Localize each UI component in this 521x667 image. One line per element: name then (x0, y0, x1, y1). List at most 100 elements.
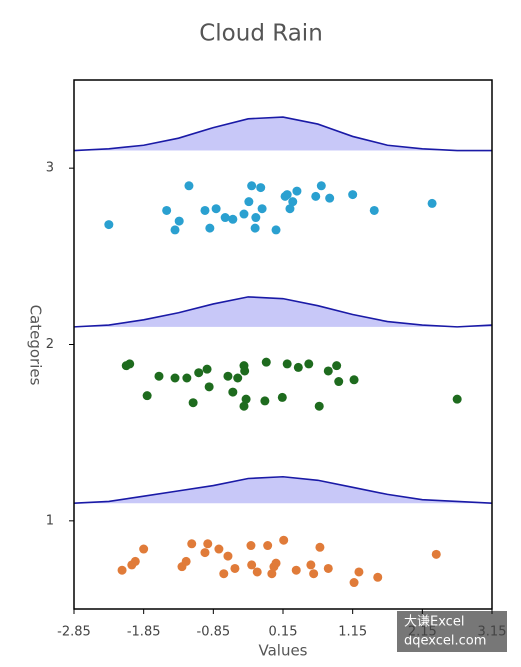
rain-point (247, 181, 257, 191)
x-tick-label: -0.85 (197, 625, 231, 640)
rain-point (285, 204, 295, 214)
rain-point (246, 541, 256, 551)
rain-point (314, 401, 324, 411)
rain-point (252, 567, 262, 577)
rain-point (369, 205, 379, 215)
plot-area (73, 116, 493, 588)
rain-point (332, 361, 342, 371)
rain-point (219, 569, 229, 579)
rain-point (194, 368, 204, 378)
rain-point (452, 394, 462, 404)
rain-point (202, 364, 212, 374)
rain-point (200, 548, 210, 558)
x-tick-label: 3.15 (478, 625, 507, 640)
x-tick-label: 1.15 (338, 625, 367, 640)
y-tick-label: 1 (46, 513, 54, 528)
rain-point (306, 560, 316, 570)
watermark-box (397, 611, 507, 652)
rain-point (354, 567, 364, 577)
rain-point (316, 181, 326, 191)
rain-point (184, 181, 194, 191)
density-line (73, 475, 493, 504)
y-tick-label: 3 (46, 161, 54, 176)
rain-point (205, 223, 215, 233)
rain-point (431, 549, 441, 559)
rain-point (154, 371, 164, 381)
rain-point (211, 204, 221, 214)
rain-point (267, 569, 277, 579)
rain-point (230, 563, 240, 573)
rain-point (304, 359, 314, 369)
rain-point (174, 216, 184, 226)
rain-point (241, 394, 251, 404)
watermark-text: 大谦Excel (404, 615, 464, 630)
watermark-text: dqexcel.com (404, 634, 486, 649)
x-tick-label: -2.85 (57, 625, 91, 640)
rain-point (260, 396, 270, 406)
chart-title: Cloud Rain (199, 21, 323, 47)
rain-point (203, 539, 213, 549)
rain-point (223, 551, 233, 561)
rain-point (309, 569, 319, 579)
rain-point (240, 366, 250, 376)
y-axis-label: Categories (27, 305, 45, 386)
rain-point (228, 387, 238, 397)
rain-point (325, 193, 335, 203)
density-line (73, 296, 493, 328)
rain-point (348, 190, 358, 200)
rain-point (323, 563, 333, 573)
rain-point (125, 359, 135, 369)
rain-point (263, 541, 273, 551)
rain-point (139, 544, 149, 554)
rain-point (223, 371, 233, 381)
rain-point (181, 556, 191, 566)
rain-point (244, 197, 254, 207)
rain-point (292, 186, 302, 196)
rain-point (187, 539, 197, 549)
rain-point (311, 191, 321, 201)
rain-point (228, 214, 238, 224)
rain-point (162, 205, 172, 215)
x-tick-label: 2.15 (408, 625, 437, 640)
rain-point (214, 544, 224, 554)
rain-point (239, 401, 249, 411)
x-axis-label: Values (258, 642, 307, 660)
rain-point (288, 197, 298, 207)
rain-point (349, 578, 359, 588)
rain-point (239, 209, 249, 219)
rain-point (291, 565, 301, 575)
rain-point (247, 560, 257, 570)
rain-point (279, 535, 289, 545)
rain-point (349, 375, 359, 385)
rain-point (277, 392, 287, 402)
rain-point (282, 359, 292, 369)
rain-point (256, 183, 266, 193)
rain-point (261, 357, 271, 367)
rain-point (257, 204, 267, 214)
rain-point (251, 213, 261, 223)
y-tick-label: 2 (46, 337, 54, 352)
rain-point (142, 391, 152, 401)
rain-point (427, 198, 437, 208)
rain-point (373, 572, 383, 582)
rain-point (130, 556, 140, 566)
rain-point (323, 366, 333, 376)
rain-point (170, 225, 180, 235)
rain-point (188, 398, 198, 408)
plot-frame (73, 79, 493, 610)
rain-point (104, 220, 114, 230)
density-area (74, 296, 492, 327)
rain-point (271, 558, 281, 568)
density-line (73, 116, 492, 152)
rain-point (315, 542, 325, 552)
x-tick-label: 0.15 (269, 625, 298, 640)
density-area (74, 476, 492, 504)
rain-point (220, 213, 230, 223)
rain-point (233, 373, 243, 383)
rain-point (334, 377, 344, 387)
rain-point (182, 373, 192, 383)
rain-point (200, 205, 210, 215)
density-area (74, 117, 492, 151)
rain-point (170, 373, 180, 383)
